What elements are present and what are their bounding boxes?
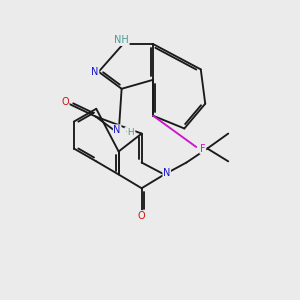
Text: F: F	[200, 143, 206, 154]
Text: ·H: ·H	[125, 128, 135, 136]
Text: N: N	[92, 67, 99, 77]
Text: N: N	[113, 125, 121, 135]
Text: O: O	[61, 97, 69, 107]
Text: N: N	[163, 168, 170, 178]
Text: O: O	[138, 211, 146, 221]
Text: NH: NH	[114, 35, 129, 45]
